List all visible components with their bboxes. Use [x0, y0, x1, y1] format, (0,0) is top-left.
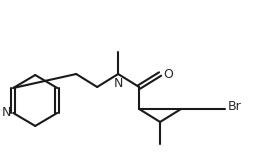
- Text: N: N: [114, 77, 123, 90]
- Text: O: O: [163, 68, 173, 81]
- Text: Br: Br: [228, 100, 242, 114]
- Text: N: N: [2, 106, 11, 120]
